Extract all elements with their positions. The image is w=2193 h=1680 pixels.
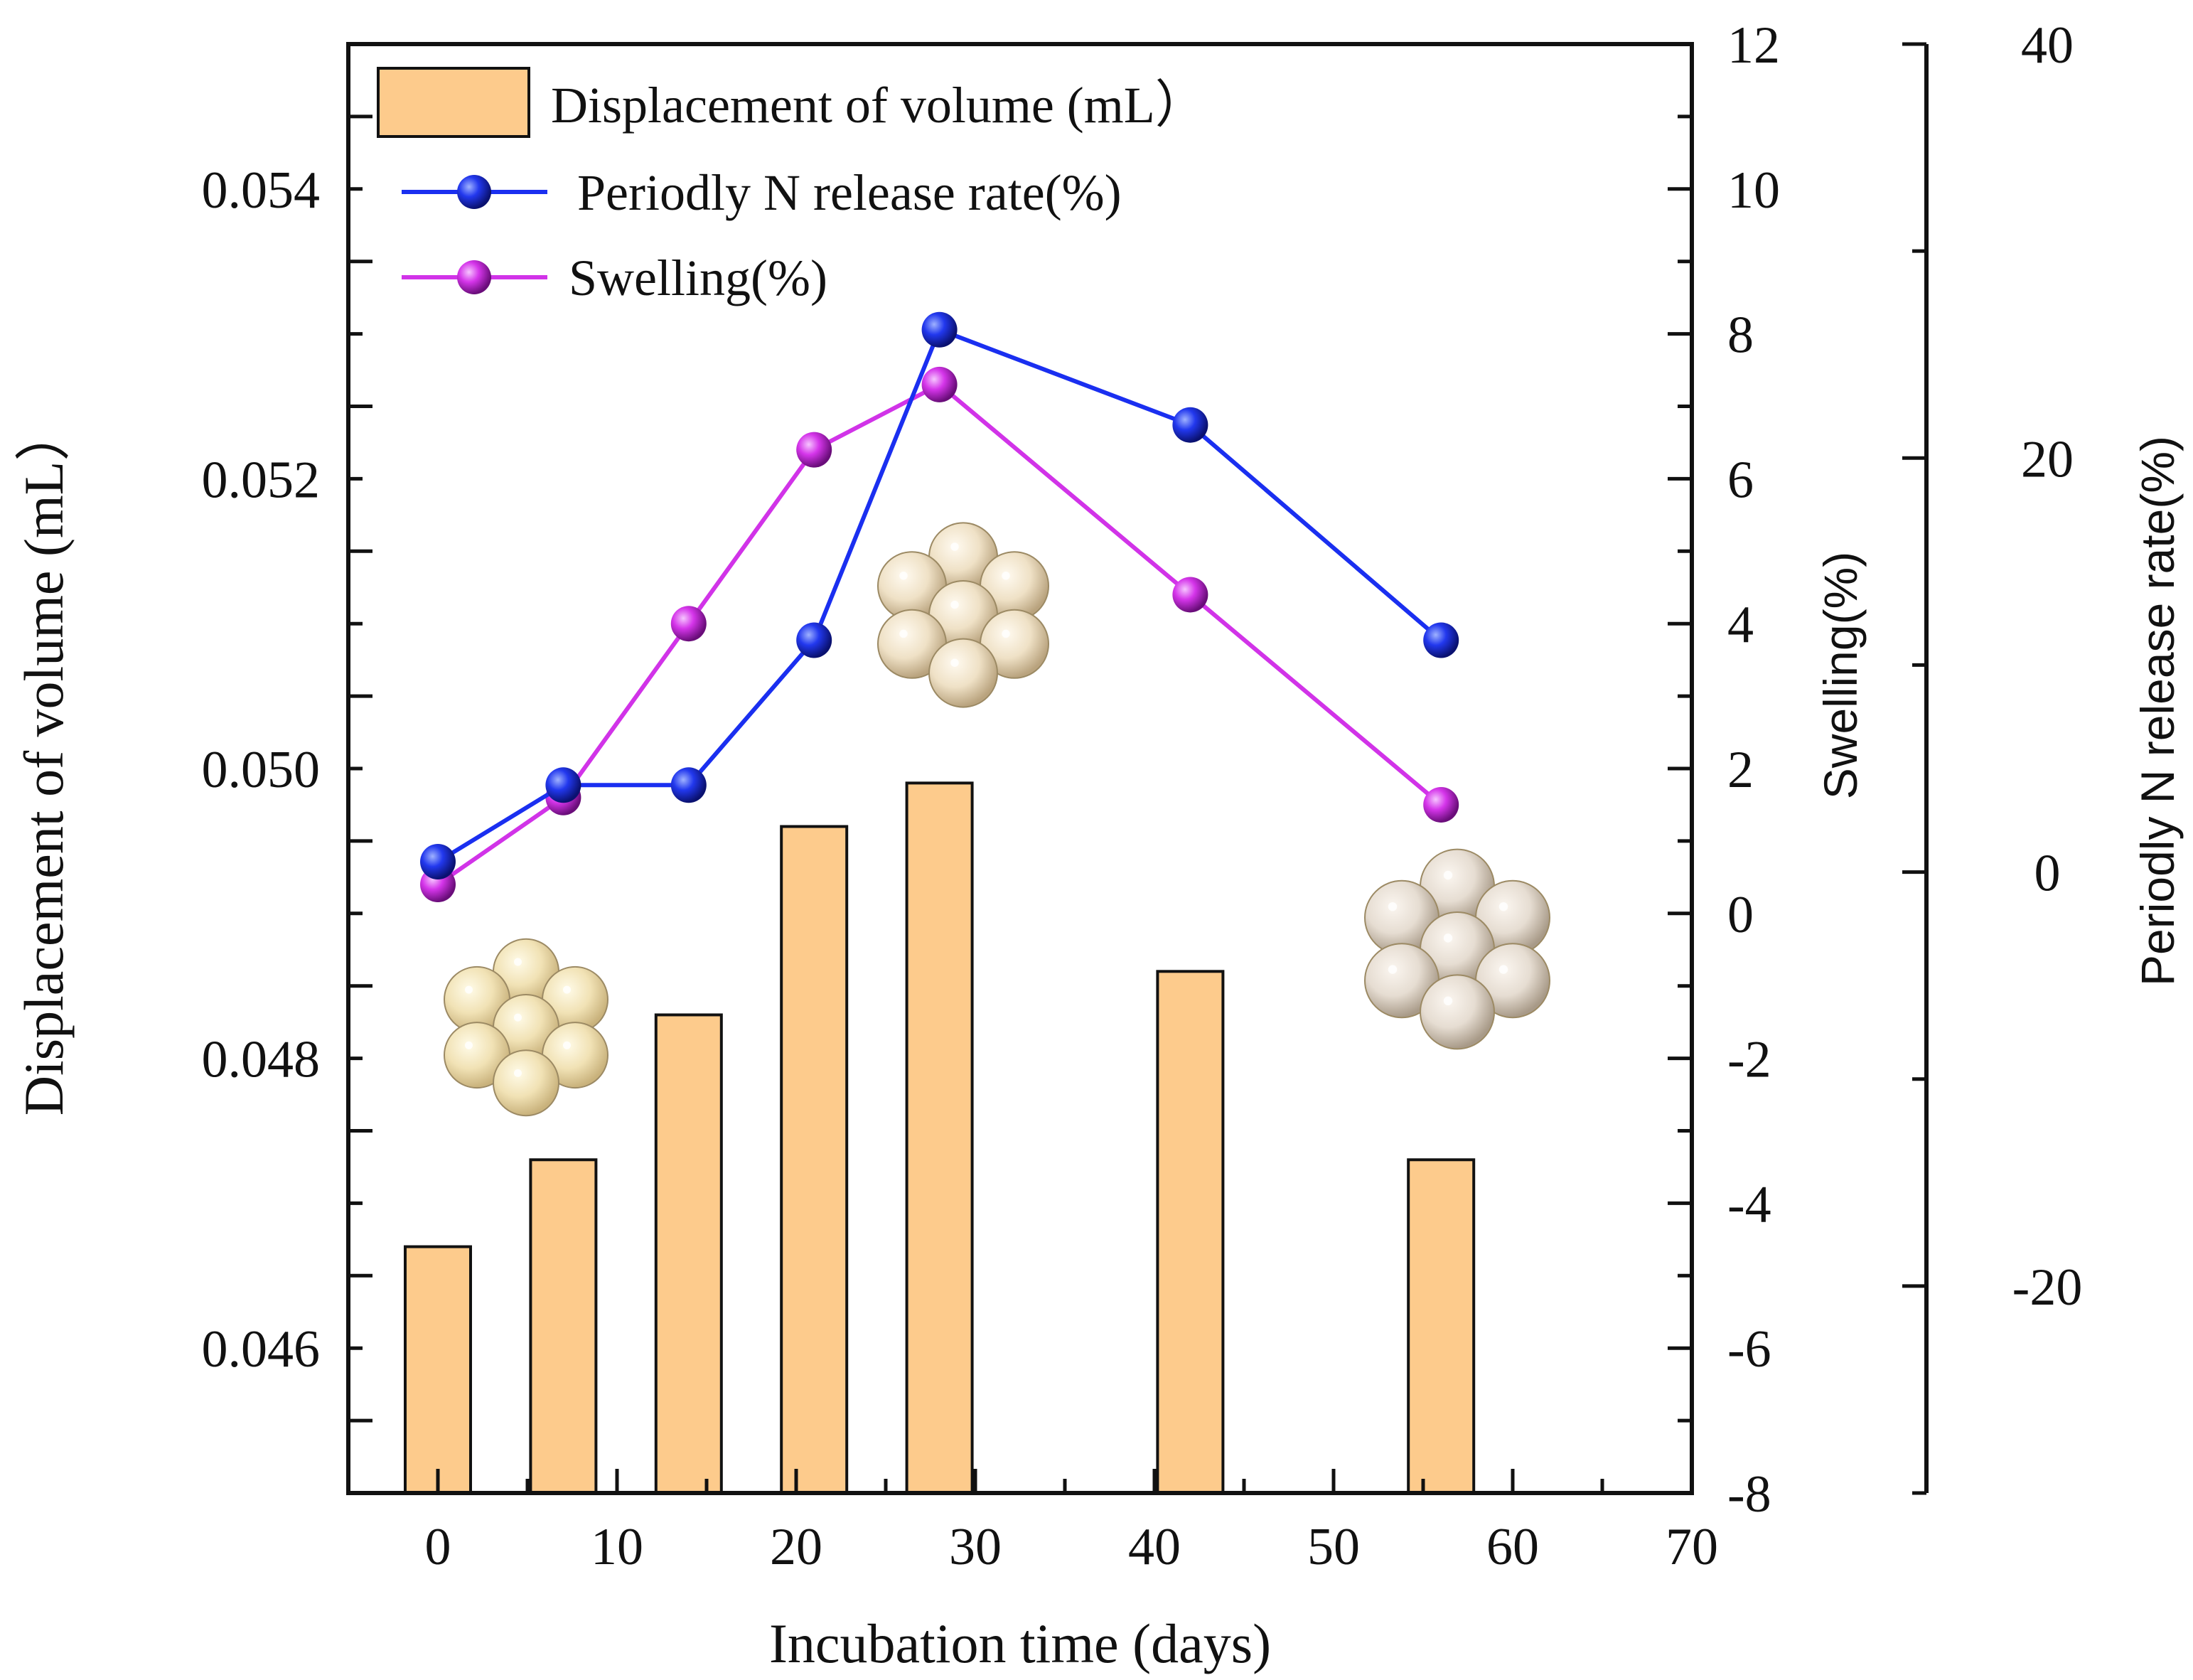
x-tick-label: 40	[1128, 1518, 1181, 1576]
swelling-axis: -8 -6 -4 -2 0 2 4 6 8 10 12	[1668, 16, 1780, 1524]
swelling-tick-label: 6	[1727, 451, 1754, 509]
bead-highlight	[1443, 996, 1453, 1006]
bead-highlight	[950, 542, 959, 551]
bead	[493, 1049, 559, 1117]
swelling-tick-label: 12	[1727, 16, 1780, 75]
swelling-tick-label: 8	[1727, 306, 1754, 365]
n-release-tick-label: 0	[2034, 845, 2061, 903]
bead-highlight	[950, 658, 959, 667]
n-release-axis: -20 0 20 40	[1902, 16, 2083, 1495]
legend-marker-n-release	[457, 175, 491, 209]
bead-highlight	[1443, 933, 1453, 943]
point-n-release-day-42	[1172, 407, 1208, 443]
bead-highlight	[562, 985, 572, 994]
n-release-axis-title: Periodly N release rate(%)	[2131, 436, 2184, 986]
bars	[404, 781, 1476, 1495]
left-tick-label: 0.050	[202, 741, 321, 799]
point-swelling-day-42	[1172, 577, 1208, 613]
left-tick-label: 0.052	[202, 451, 321, 509]
point-n-release-day-56	[1423, 622, 1459, 658]
point-n-release-day-21	[796, 622, 832, 658]
bar-day-7	[529, 1158, 598, 1494]
lines	[420, 311, 1459, 903]
left-tick-label: 0.054	[202, 161, 321, 220]
bead-highlight	[464, 1041, 473, 1049]
bead-highlight	[464, 985, 473, 994]
bead-highlight	[899, 572, 908, 580]
point-n-release-day-7	[545, 767, 581, 803]
bar-day-0	[404, 1245, 472, 1495]
bead-highlight	[899, 629, 908, 638]
point-swelling-day-21	[796, 432, 832, 468]
bead-highlight	[562, 1041, 572, 1049]
bead-highlight	[1002, 572, 1010, 580]
point-swelling-day-56	[1423, 786, 1459, 823]
x-tick-label: 30	[949, 1518, 1002, 1576]
legend-swatch-bars	[377, 67, 530, 138]
swelling-tick-label: -6	[1727, 1320, 1771, 1379]
n-release-tick-label: 20	[2021, 430, 2074, 488]
bead-highlight	[1388, 965, 1398, 974]
bead-highlight	[513, 958, 522, 966]
n-release-tick-label: -20	[2012, 1258, 2083, 1317]
left-tick-label: 0.048	[202, 1031, 321, 1089]
x-axis-title: Incubation time (days)	[769, 1612, 1271, 1674]
legend: Displacement of volume (mL） Periodly N r…	[377, 67, 1206, 306]
bead-highlight	[513, 1013, 522, 1022]
bead-photo-day56	[1364, 848, 1550, 1050]
bead-photo-day0	[444, 938, 608, 1117]
n-release-tick-label: 40	[2021, 16, 2074, 75]
point-n-release-day-14	[670, 767, 707, 803]
bar-day-21	[780, 825, 849, 1494]
bead-highlight	[1498, 965, 1508, 974]
swelling-axis-title: Swelling(%)	[1814, 552, 1867, 799]
bar-day-42	[1156, 970, 1225, 1494]
x-tick-label: 20	[770, 1518, 822, 1576]
swelling-tick-label: -4	[1727, 1175, 1771, 1234]
legend-marker-swelling	[457, 260, 491, 294]
bead-highlight	[1002, 629, 1010, 638]
left-tick-label: 0.046	[202, 1320, 321, 1379]
x-tick-label: 0	[425, 1518, 451, 1576]
bead-highlight	[1443, 870, 1453, 880]
left-axis: 0.046 0.048 0.050 0.052 0.054	[202, 42, 372, 1495]
swelling-tick-label: 10	[1727, 161, 1780, 220]
x-tick-label: 50	[1307, 1518, 1360, 1576]
legend-label-bars: Displacement of volume (mL）	[551, 77, 1206, 134]
point-swelling-day-28	[921, 366, 958, 402]
bead-highlight	[1498, 901, 1508, 911]
left-axis-title: Displacement of volume (mL）	[13, 406, 75, 1116]
bead-photo-day28	[877, 522, 1049, 708]
x-tick-label: 10	[591, 1518, 643, 1576]
legend-label-n-release: Periodly N release rate(%)	[577, 164, 1122, 221]
swelling-tick-label: 0	[1727, 886, 1754, 944]
x-axis: 0 10 20 30 40 50 60 70	[346, 1469, 1718, 1576]
bar-day-14	[654, 1013, 723, 1494]
point-swelling-day-14	[670, 606, 707, 642]
swelling-tick-label: 4	[1727, 596, 1754, 654]
swelling-tick-label: 2	[1727, 741, 1754, 799]
bead	[1420, 974, 1495, 1050]
bead-highlight	[950, 600, 959, 609]
bar-day-56	[1407, 1158, 1476, 1494]
swelling-tick-label: -8	[1727, 1465, 1771, 1524]
point-n-release-day-0	[420, 844, 456, 880]
x-tick-label: 60	[1486, 1518, 1539, 1576]
bead-highlight	[1388, 901, 1398, 911]
legend-label-swelling: Swelling(%)	[569, 250, 827, 306]
point-n-release-day-28	[921, 311, 958, 348]
bead-highlight	[513, 1069, 522, 1077]
bar-day-28	[905, 781, 974, 1494]
x-tick-label: 70	[1666, 1518, 1718, 1576]
bead	[928, 638, 998, 708]
swelling-tick-label: -2	[1727, 1031, 1771, 1089]
